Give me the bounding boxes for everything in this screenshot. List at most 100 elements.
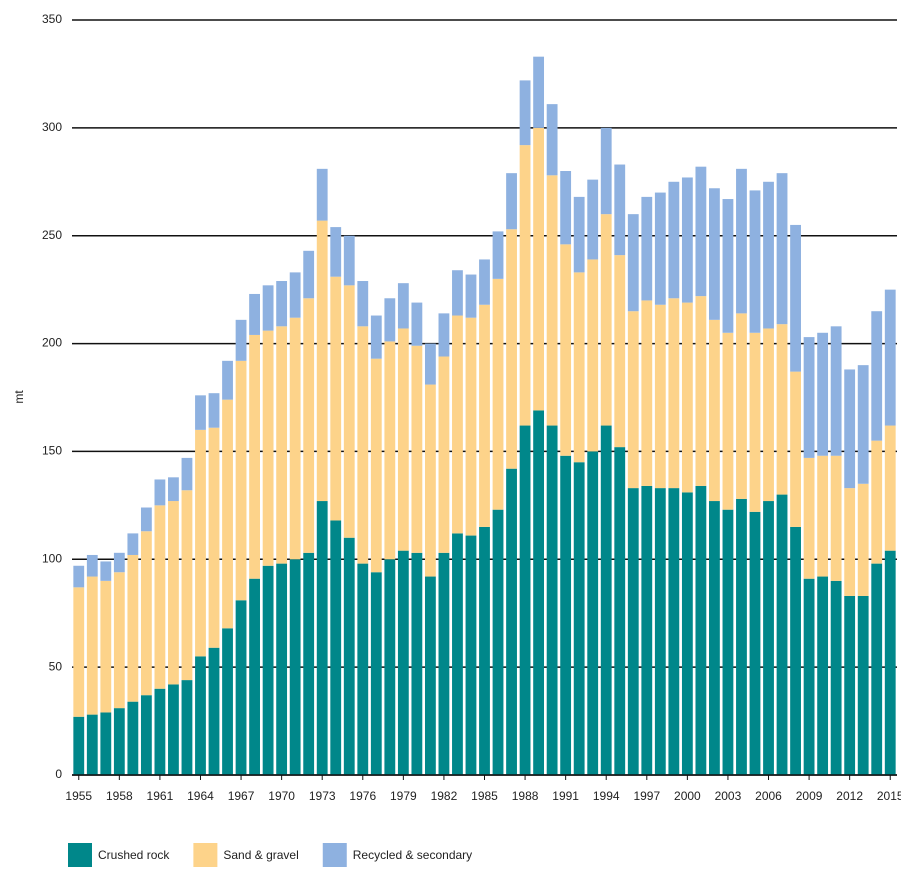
y-tick-label: 100 [42, 551, 62, 565]
x-tick-label: 1982 [431, 789, 458, 803]
x-tick-label: 2015 [877, 789, 901, 803]
bar-segment [857, 595, 869, 775]
bar-segment [452, 270, 463, 316]
y-tick-label: 200 [42, 336, 62, 350]
bar-segment [803, 578, 815, 775]
x-tick-label: 1970 [268, 789, 295, 803]
bar-segment [235, 360, 247, 601]
bar-segment [343, 537, 355, 775]
bar-segment [519, 425, 531, 775]
y-tick-label: 350 [42, 12, 62, 26]
x-tick-label: 1955 [65, 789, 92, 803]
bar-segment [654, 488, 666, 775]
bar-segment [411, 552, 423, 775]
x-tick-label: 1973 [309, 789, 336, 803]
bar-segment [452, 533, 463, 775]
bar-segment [100, 580, 112, 713]
y-tick-label: 50 [49, 659, 63, 673]
bar-segment [871, 311, 883, 441]
bar-segment [506, 229, 517, 469]
bar-segment [452, 315, 463, 534]
bar-segment [438, 313, 450, 357]
bar-segment [722, 509, 734, 775]
bar-segment [222, 399, 233, 629]
bar-segment [262, 330, 274, 566]
bar-segment [100, 712, 112, 775]
x-tick-label: 1967 [228, 789, 255, 803]
bar-segment [181, 457, 193, 491]
bar-segment [195, 395, 206, 430]
bar-segment [343, 285, 355, 538]
bar-segment [817, 332, 829, 456]
bar-segment [560, 171, 572, 245]
bar-segment [573, 272, 585, 463]
bar-segment [424, 576, 436, 775]
y-tick-label: 250 [42, 228, 62, 242]
x-tick-label: 2012 [836, 789, 863, 803]
bar-segment [235, 319, 247, 361]
bar-segment [736, 313, 747, 499]
bar-segment [709, 501, 720, 775]
x-tick-label: 1997 [633, 789, 660, 803]
bar-segment [249, 334, 260, 579]
bar-segment [776, 324, 788, 495]
bar-segment [695, 296, 707, 486]
bar-segment [668, 488, 680, 775]
bar-segment [86, 554, 98, 577]
bar-segment [438, 552, 450, 775]
bar-segment [790, 224, 801, 372]
bar-segment [235, 600, 247, 775]
bar-segment [681, 492, 693, 775]
bar-segment [208, 427, 220, 648]
bar-segment [303, 250, 315, 299]
bar-segment [222, 628, 233, 775]
bar-segment [465, 535, 477, 775]
y-axis-label: mt [12, 390, 26, 404]
bar-segment [316, 220, 328, 502]
bar-segment [506, 173, 517, 230]
bar-segment [600, 425, 612, 775]
bar-segment [73, 565, 85, 588]
bar-segment [276, 326, 288, 564]
bar-segment [424, 384, 436, 577]
bar-segment [384, 298, 396, 342]
y-tick-label: 150 [42, 444, 62, 458]
bar-segment [195, 656, 206, 775]
bar-segment [276, 563, 288, 775]
bar-segment [195, 429, 206, 657]
x-tick-label: 1988 [512, 789, 539, 803]
bar-segment [884, 550, 896, 775]
bar-segment [614, 164, 626, 256]
bar-segment [830, 455, 842, 581]
bar-segment [763, 328, 774, 502]
bar-segment [506, 468, 517, 775]
bar-segment [641, 196, 653, 301]
bar-segment [600, 214, 612, 426]
bar-segment [668, 181, 680, 299]
bar-segment [208, 647, 220, 775]
bar-segment [424, 343, 436, 385]
bar-segment [587, 259, 599, 452]
bar-segment [736, 498, 747, 775]
bar-segment [127, 554, 139, 702]
bar-segment [316, 501, 328, 775]
bar-segment [86, 714, 98, 775]
legend-swatch [68, 843, 92, 867]
bar-segment [357, 326, 369, 564]
bar-segment [749, 511, 761, 775]
bar-segment [709, 188, 720, 320]
bar-segment [73, 716, 85, 775]
bar-segment [587, 179, 599, 260]
bar-segment [357, 281, 369, 327]
bar-segment [573, 196, 585, 273]
bar-segment [573, 462, 585, 775]
bar-segment [654, 192, 666, 305]
bar-segment [790, 526, 801, 775]
bar-segment [857, 365, 869, 484]
bar-segment [857, 483, 869, 596]
bar-segment [884, 289, 896, 426]
bar-segment [370, 315, 382, 359]
x-tick-label: 1961 [147, 789, 174, 803]
bar-segment [113, 572, 125, 709]
